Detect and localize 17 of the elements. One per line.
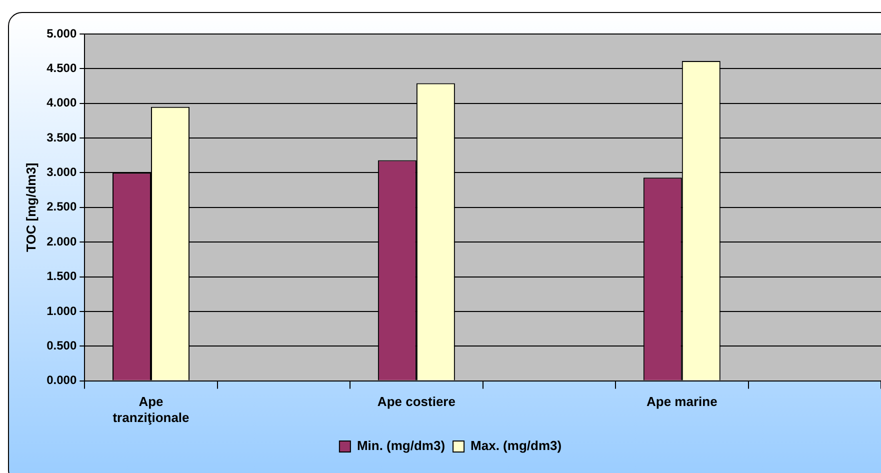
x-tick-label: Ape costiere [377,394,456,410]
y-tick-label: 2.500 [46,200,77,214]
y-tick-label: 5.000 [46,26,77,40]
y-tick-label: 4.000 [46,96,77,110]
y-tick-label: 3.500 [46,130,77,144]
legend-label: Min. (mg/dm3) [356,438,446,454]
y-tick-label: 2.000 [46,234,77,248]
x-tick-label: Ape tranziţionale [112,394,190,425]
y-tick-label: 1.000 [46,304,77,318]
x-tick-label: Ape marine [646,394,718,410]
y-tick-label: 3.000 [46,165,77,180]
y-tick-label: 0.500 [46,338,77,352]
y-axis-title: TOC [mg/dm3] [23,162,38,252]
legend-label: Max. (mg/dm3) [470,438,562,454]
y-tick-label: 0.000 [46,373,77,388]
y-tick-label: 1.500 [46,269,77,284]
y-tick-label: 4.500 [46,60,77,75]
